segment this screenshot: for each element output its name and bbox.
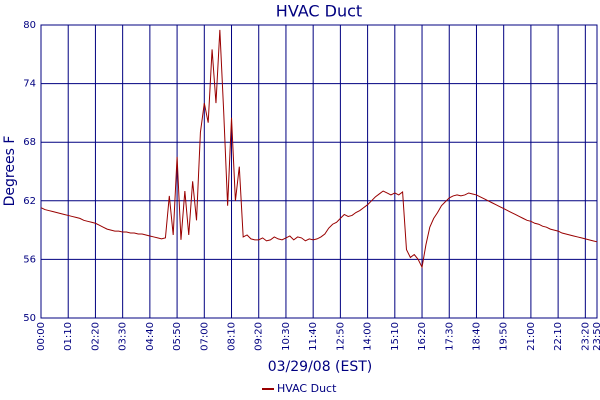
x-axis-label: 03/29/08 (EST)	[268, 359, 373, 375]
y-tick-label: 62	[23, 196, 36, 207]
x-tick-label: 11:40	[308, 322, 319, 351]
y-tick-label: 80	[23, 20, 36, 31]
y-axis-label: Degrees F	[2, 136, 18, 207]
x-tick-label: 04:40	[145, 322, 156, 351]
x-tick-label: 05:50	[172, 322, 183, 351]
x-tick-label: 00:00	[36, 322, 47, 351]
x-tick-label: 07:00	[199, 322, 210, 351]
y-tick-label: 50	[23, 313, 36, 324]
x-tick-label: 15:10	[390, 322, 401, 351]
x-tick-label: 10:30	[281, 322, 292, 351]
x-tick-label: 22:10	[553, 322, 564, 351]
x-tick-label: 21:00	[526, 322, 537, 351]
y-tick-label: 56	[23, 254, 36, 265]
y-tick-label: 74	[23, 79, 36, 90]
y-tick-label: 68	[23, 137, 36, 148]
x-tick-label: 14:00	[363, 322, 374, 351]
x-tick-label: 18:40	[471, 322, 482, 351]
x-tick-label: 23:50	[592, 322, 600, 351]
x-tick-label: 08:10	[227, 322, 238, 351]
x-tick-label: 09:20	[254, 322, 265, 351]
x-tick-label: 16:20	[417, 322, 428, 351]
x-tick-label: 12:50	[335, 322, 346, 351]
plot-area	[40, 24, 598, 319]
legend-label: HVAC Duct	[277, 382, 337, 395]
x-tick-label: 02:20	[90, 322, 101, 351]
x-tick-label: 01:10	[63, 322, 74, 351]
data-line	[40, 29, 598, 269]
x-tick-label: 03:30	[118, 322, 129, 351]
x-tick-label: 23:20	[580, 322, 591, 351]
x-tick-label: 17:30	[444, 322, 455, 351]
chart-title: HVAC Duct	[276, 2, 362, 21]
x-tick-label: 19:50	[499, 322, 510, 351]
